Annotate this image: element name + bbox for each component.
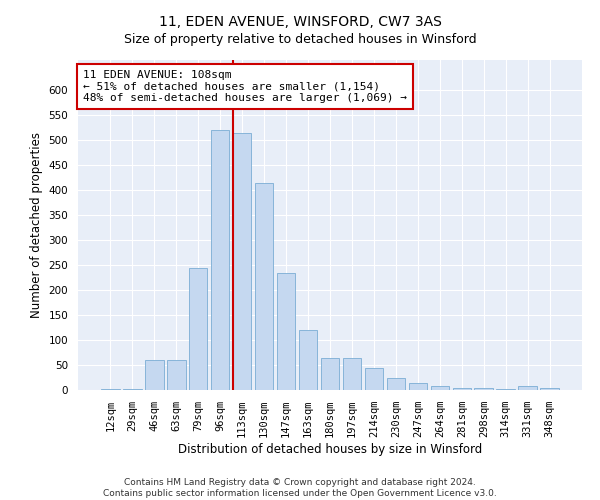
Bar: [409, 382, 427, 390]
Bar: [518, 386, 537, 390]
Text: Size of property relative to detached houses in Winsford: Size of property relative to detached ho…: [124, 32, 476, 46]
Bar: [255, 182, 274, 390]
Bar: [452, 388, 471, 390]
Bar: [299, 330, 317, 390]
Bar: [189, 268, 208, 390]
X-axis label: Distribution of detached houses by size in Winsford: Distribution of detached houses by size …: [178, 443, 482, 456]
Bar: [123, 389, 142, 390]
Bar: [277, 272, 295, 390]
Bar: [211, 130, 229, 390]
Bar: [475, 388, 493, 390]
Bar: [320, 358, 340, 390]
Text: Contains HM Land Registry data © Crown copyright and database right 2024.
Contai: Contains HM Land Registry data © Crown c…: [103, 478, 497, 498]
Text: 11 EDEN AVENUE: 108sqm
← 51% of detached houses are smaller (1,154)
48% of semi-: 11 EDEN AVENUE: 108sqm ← 51% of detached…: [83, 70, 407, 103]
Bar: [496, 389, 515, 390]
Bar: [233, 132, 251, 390]
Bar: [145, 360, 164, 390]
Bar: [101, 389, 119, 390]
Bar: [541, 388, 559, 390]
Bar: [386, 378, 405, 390]
Y-axis label: Number of detached properties: Number of detached properties: [30, 132, 43, 318]
Bar: [167, 360, 185, 390]
Bar: [431, 386, 449, 390]
Bar: [343, 358, 361, 390]
Text: 11, EDEN AVENUE, WINSFORD, CW7 3AS: 11, EDEN AVENUE, WINSFORD, CW7 3AS: [158, 15, 442, 29]
Bar: [365, 368, 383, 390]
